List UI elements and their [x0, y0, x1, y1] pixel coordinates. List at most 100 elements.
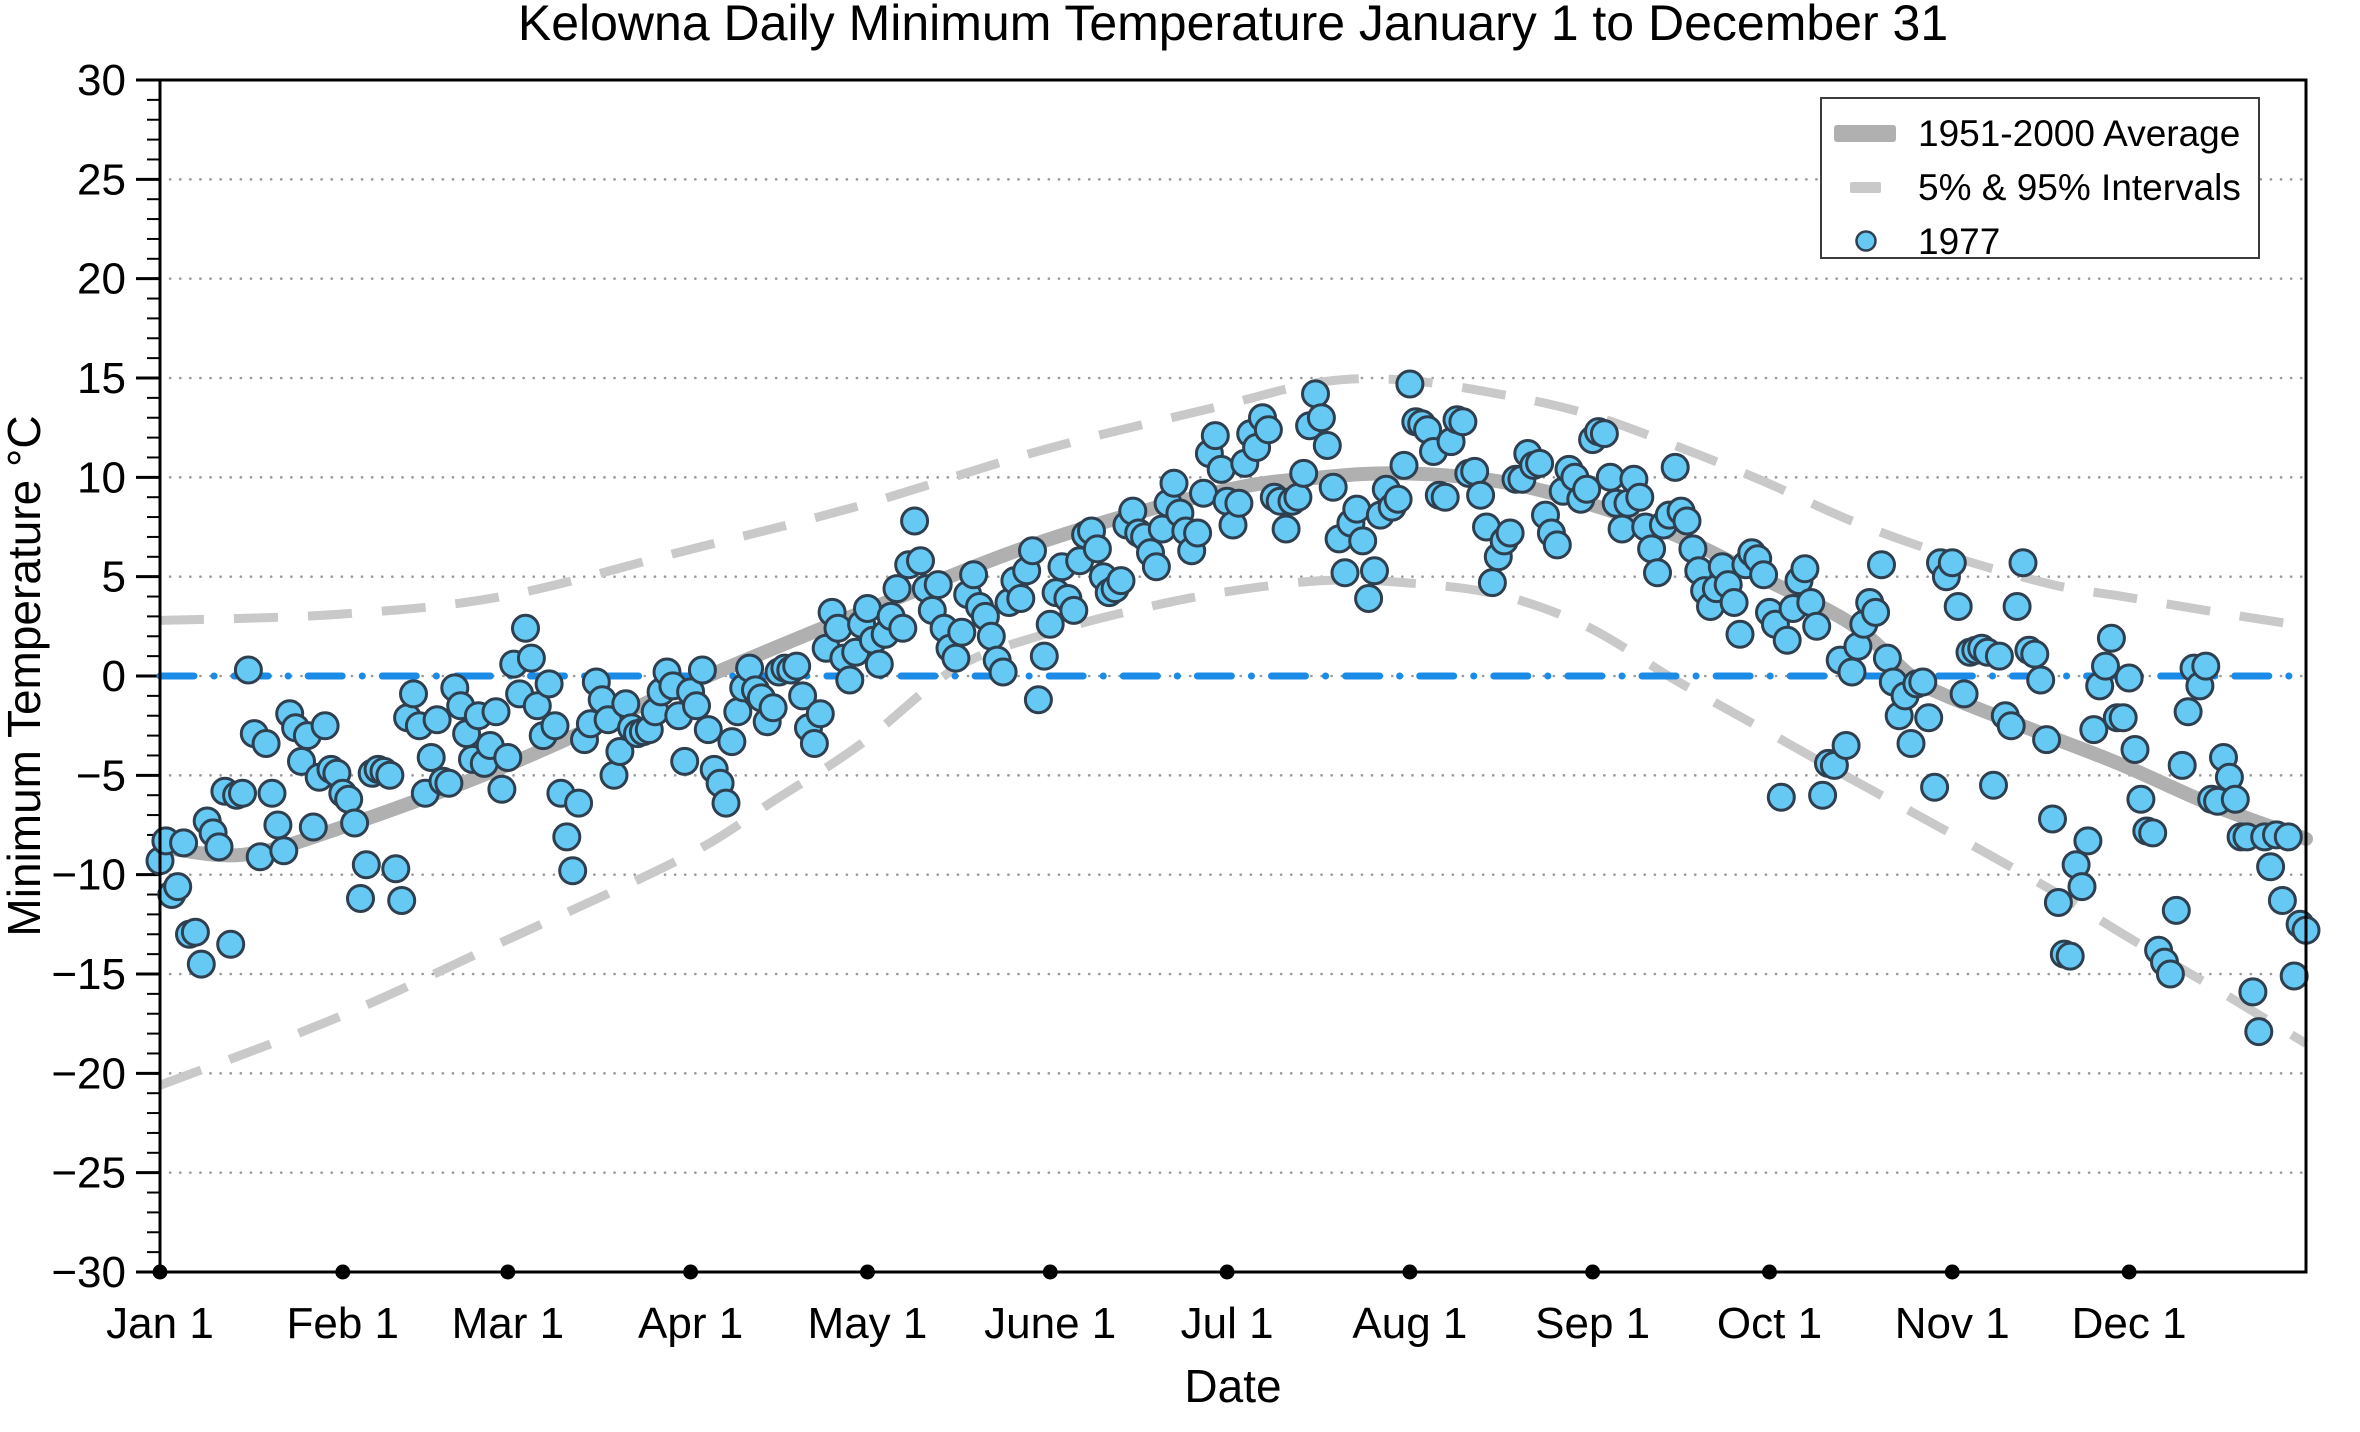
y-tick-label: −25 [51, 1149, 126, 1198]
data-point [888, 613, 918, 643]
data-point [2067, 872, 2097, 902]
x-tick-label: Jul 1 [1181, 1299, 1274, 1348]
data-point [1283, 482, 1313, 512]
data-point [552, 822, 582, 852]
data-point [1271, 514, 1301, 544]
data-point [864, 649, 894, 679]
data-point [2108, 703, 2138, 733]
data-point [1354, 584, 1384, 613]
legend-swatch-average-line [1834, 125, 1896, 142]
data-point [2079, 715, 2109, 745]
data-point [558, 856, 588, 886]
data-point [2026, 665, 2056, 695]
data-point [1348, 526, 1378, 556]
data-point [1749, 560, 1779, 590]
data-point [923, 570, 953, 600]
data-point [2138, 818, 2168, 848]
data-point [399, 679, 428, 709]
data-point [599, 760, 629, 790]
data-point [1979, 770, 2008, 800]
y-tick-label: 20 [77, 255, 126, 304]
legend-label-1977: 1977 [1918, 221, 2000, 262]
data-point [1607, 514, 1637, 544]
data-point [1383, 484, 1413, 514]
data-point [1389, 450, 1419, 480]
data-point [805, 699, 835, 729]
data-point [1984, 641, 2014, 671]
data-point [1023, 685, 1053, 715]
data-point [1318, 472, 1348, 502]
data-point [1914, 703, 1944, 733]
data-point [351, 850, 381, 880]
data-point [1660, 452, 1690, 482]
data-point [2167, 750, 2197, 780]
data-point [169, 828, 199, 858]
data-point [434, 768, 464, 798]
plot-border [158, 78, 2308, 1274]
data-point [269, 836, 299, 866]
legend-swatch-interval-dash [1850, 182, 1881, 193]
y-tick-label: 10 [77, 453, 126, 502]
y-tick-label: −5 [76, 751, 126, 800]
data-point [298, 812, 328, 842]
data-point [988, 657, 1018, 687]
data-point [723, 697, 753, 727]
x-tick-label: Mar 1 [452, 1299, 564, 1348]
data-point [1949, 679, 1979, 709]
x-axis-label: Date [1184, 1360, 1281, 1412]
data-point [1189, 478, 1218, 508]
data-point [717, 727, 747, 757]
data-point [1342, 494, 1372, 524]
data-point [2161, 895, 2191, 925]
data-point [180, 917, 210, 947]
data-point [1395, 369, 1425, 399]
data-point [493, 743, 523, 772]
data-point [2038, 804, 2067, 834]
data-point [1796, 588, 1826, 617]
data-point [1430, 482, 1460, 512]
data-point [2220, 784, 2250, 814]
data-point [1837, 657, 1867, 687]
data-point [1920, 772, 1950, 802]
data-point [564, 788, 594, 818]
data-point [310, 711, 340, 741]
y-tick-label: −10 [51, 851, 126, 900]
legend-swatch-1977-point [1855, 230, 1877, 252]
data-point [1625, 482, 1655, 512]
data-point [334, 784, 364, 814]
data-point [422, 705, 452, 735]
data-point [693, 715, 723, 745]
data-point [2032, 725, 2062, 755]
data-point [251, 729, 281, 758]
data-point [2120, 735, 2150, 764]
curves [153, 374, 2313, 1090]
data-point [263, 810, 293, 840]
legend-box [1820, 97, 2260, 259]
data-point [511, 613, 540, 643]
data-point [1572, 474, 1602, 504]
data-point [2096, 623, 2126, 653]
data-point [959, 560, 989, 590]
data-point [245, 842, 275, 872]
data-point [687, 655, 717, 685]
data-point [340, 808, 370, 838]
data-point [1943, 592, 1973, 621]
data-point [758, 693, 788, 723]
data-point [487, 774, 517, 804]
data-point [1719, 588, 1749, 617]
data-point [1460, 456, 1490, 486]
data-point [481, 697, 511, 727]
y-tick-label: −30 [51, 1248, 126, 1297]
x-tick-label: Sep 1 [1535, 1299, 1650, 1348]
data-point [900, 506, 930, 536]
data-point [2238, 977, 2268, 1007]
data-point [1495, 518, 1525, 548]
data-point [257, 778, 287, 808]
y-axis-label: Minimum Temperature °C [0, 415, 50, 936]
data-point [941, 643, 971, 673]
data-point [186, 949, 216, 979]
data-point [947, 617, 977, 647]
